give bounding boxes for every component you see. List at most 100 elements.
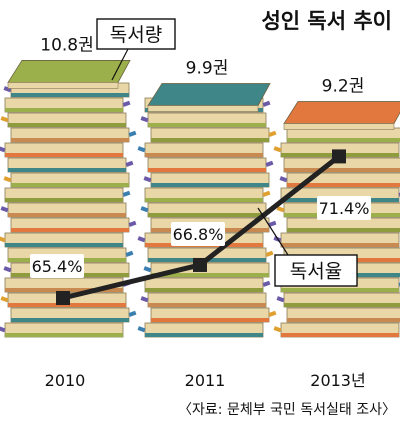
bookmark-ribbon — [0, 206, 9, 213]
bookmark-ribbon — [262, 280, 271, 287]
book-top-cover — [7, 60, 131, 83]
book-pages — [147, 105, 259, 112]
book-cover-edge — [5, 243, 123, 247]
book-cover-edge — [281, 333, 399, 337]
rate-label-box — [317, 196, 371, 220]
bar-value-label: 10.8권 — [40, 35, 94, 55]
bookmark-ribbon — [0, 236, 6, 243]
bookmark-ribbon — [0, 296, 9, 303]
bookmark-ribbon — [0, 326, 6, 333]
callout-leader — [111, 48, 129, 81]
bookmark-ribbon — [3, 86, 12, 93]
bookmark-ribbon — [279, 176, 288, 183]
book-cover-edge — [145, 288, 263, 292]
bookmark-ribbon — [143, 266, 152, 273]
book-cover-edge — [151, 273, 269, 277]
book-cover-edge — [284, 303, 400, 307]
bookmark-ribbon — [276, 296, 285, 303]
book-cover-edge — [287, 318, 400, 322]
book-cover-edge — [287, 183, 400, 187]
bookmark-ribbon — [273, 326, 282, 333]
series-name-label: 독서량 — [110, 24, 162, 46]
bookmark-ribbon — [3, 176, 12, 183]
bookmark-ribbon — [265, 250, 274, 257]
bookmark-ribbon — [3, 266, 12, 273]
book-top-cover — [147, 83, 271, 106]
bookmark-ribbon — [276, 206, 285, 213]
bar-value-label: 9.9권 — [186, 59, 229, 79]
rate-point-marker — [56, 291, 70, 305]
bookmark-ribbon — [125, 160, 134, 167]
book-cover-edge — [8, 168, 126, 172]
book-cover-edge — [148, 123, 266, 127]
book-cover-edge — [287, 228, 400, 232]
book-pages — [283, 123, 395, 130]
rate-value-label: 65.4% — [32, 257, 83, 276]
book-cover-edge — [5, 333, 123, 337]
book-cover-edge — [151, 183, 269, 187]
chart-title: 성인 독서 추이 — [261, 9, 392, 33]
bookmark-ribbon — [268, 220, 277, 227]
rate-value-label: 66.8% — [173, 225, 224, 244]
book-cover-edge — [145, 333, 263, 337]
book-cover-edge — [8, 213, 126, 217]
rate-label-box — [171, 222, 225, 246]
book-cover-edge — [148, 168, 266, 172]
series-callout-box — [96, 18, 176, 50]
bookmark-ribbon — [137, 326, 146, 333]
bookmark-ribbon — [128, 310, 137, 317]
book-cover-edge — [11, 138, 129, 142]
bookmark-ribbon — [140, 296, 149, 303]
bar-value-label: 9.2권 — [322, 77, 365, 97]
book-pages — [7, 82, 119, 89]
bookmark-ribbon — [0, 116, 9, 123]
bookmark-ribbon — [265, 160, 274, 167]
bookmark-ribbon — [262, 190, 271, 197]
book-cover-edge — [11, 183, 129, 187]
callout-leader — [257, 207, 289, 256]
book-cover-edge — [281, 243, 399, 247]
bookmark-ribbon — [262, 100, 271, 107]
series-callout-box — [274, 254, 358, 287]
book-cover-edge — [11, 318, 129, 322]
bookmark-ribbon — [140, 116, 149, 123]
book-cover-edge — [5, 288, 123, 292]
bookmark-ribbon — [143, 176, 152, 183]
rate-point-marker — [193, 257, 207, 272]
book-cover-edge — [8, 123, 126, 127]
series-name-label: 독서율 — [290, 261, 342, 283]
bookmark-ribbon — [140, 206, 149, 213]
bookmark-ribbon — [125, 250, 134, 257]
rate-label-box — [30, 254, 84, 278]
book-cover-edge — [11, 93, 129, 97]
book-cover-edge — [145, 153, 263, 157]
source-note: 〈자료: 문체부 국민 독서실태 조사〉 — [178, 402, 396, 418]
x-tick-label-2010: 2010 — [45, 371, 86, 390]
book-top-cover — [283, 101, 400, 124]
bookmark-ribbon — [137, 146, 146, 153]
book-cover-edge — [145, 198, 263, 202]
bookmark-ribbon — [122, 100, 131, 107]
rate-point-marker — [332, 149, 346, 164]
book-cover-edge — [5, 198, 123, 202]
book-cover-edge — [148, 213, 266, 217]
book-cover-edge — [151, 138, 269, 142]
book-stack-bar — [137, 83, 277, 338]
x-tick-label-2013: 2013년 — [310, 371, 365, 390]
book-cover-edge — [5, 153, 123, 157]
x-tick-label-2011: 2011 — [185, 371, 226, 390]
book-cover-edge — [284, 168, 400, 172]
book-cover-edge — [5, 108, 123, 112]
bookmark-ribbon — [128, 130, 137, 137]
bookmark-ribbon — [128, 220, 137, 227]
bookmark-ribbon — [273, 146, 282, 153]
book-cover-edge — [11, 228, 129, 232]
bookmark-ribbon — [122, 190, 131, 197]
bookmark-ribbon — [268, 130, 277, 137]
bookmark-ribbon — [0, 146, 6, 153]
book-cover-edge — [287, 138, 400, 142]
book-cover-edge — [281, 288, 399, 292]
bookmark-ribbon — [268, 310, 277, 317]
